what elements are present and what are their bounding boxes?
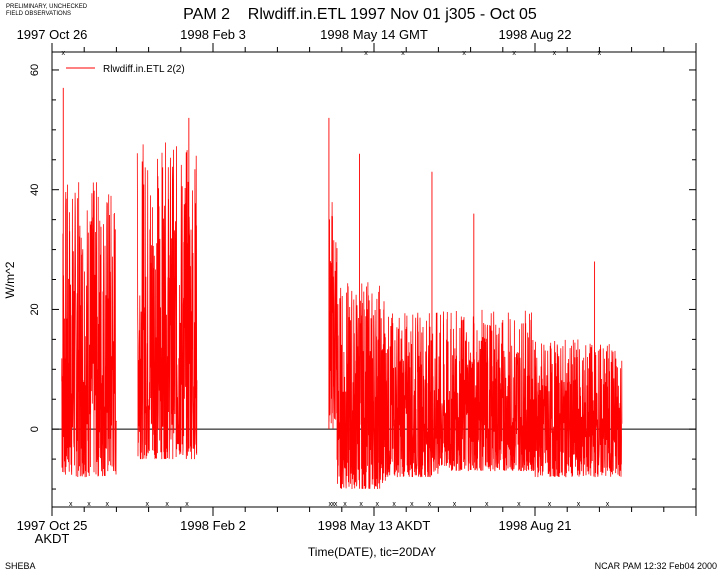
bottom-timezone: AKDT bbox=[35, 531, 70, 546]
bottom-tick-labels: 1997 Oct 25 1998 Feb 2 1998 May 13 AKDT 199… bbox=[17, 518, 572, 533]
out-of-range-marker: x bbox=[343, 501, 347, 508]
y-tick-label: 60 bbox=[29, 64, 41, 76]
top-tick-label: 1998 Aug 22 bbox=[498, 27, 571, 42]
axis-ticks bbox=[51, 43, 697, 516]
legend: Rlwdiff.in.ETL 2(2) bbox=[66, 64, 185, 75]
out-of-range-marker: x bbox=[69, 501, 73, 508]
out-of-range-marker: x bbox=[553, 50, 557, 57]
out-of-range-marker: x bbox=[375, 501, 379, 508]
out-of-range-marker: x bbox=[453, 501, 457, 508]
out-of-range-marker: x bbox=[606, 501, 610, 508]
x-axis-label: Time(DATE), tic=20DAY bbox=[308, 545, 436, 559]
y-tick-label: 0 bbox=[29, 426, 41, 432]
out-of-range-marker: x bbox=[577, 501, 581, 508]
out-of-range-marker: x bbox=[185, 501, 189, 508]
disclaimer-line1: PRELIMINARY, UNCHECKED bbox=[6, 4, 88, 10]
y-tick-label: 40 bbox=[29, 184, 41, 196]
y-axis-label: W/m^2 bbox=[3, 261, 17, 298]
top-tick-label: 1998 May 14 GMT bbox=[320, 27, 428, 42]
edge-markers: x x x x x x x x x x x x x x x x x x x x xx x x x x x x bbox=[62, 50, 610, 508]
out-of-range-marker: x bbox=[548, 501, 552, 508]
y-tick-label: 20 bbox=[29, 303, 41, 315]
footer-credit: NCAR PAM 12:32 Feb04 2000 bbox=[595, 561, 717, 571]
top-tick-labels: 1997 Oct 26 1998 Feb 3 1998 May 14 GMT 1998… bbox=[17, 27, 572, 42]
out-of-range-marker: x bbox=[401, 50, 405, 57]
out-of-range-marker: x bbox=[517, 501, 521, 508]
bottom-tick-label: 1998 Feb 2 bbox=[180, 518, 246, 533]
bottom-tick-label: 1998 Aug 21 bbox=[498, 518, 571, 533]
out-of-range-marker: x bbox=[329, 501, 333, 508]
bottom-tick-label: 1997 Oct 25 bbox=[17, 518, 88, 533]
out-of-range-marker: x bbox=[598, 50, 602, 57]
footer-project: SHEBA bbox=[5, 561, 36, 571]
top-tick-label: 1997 Oct 26 bbox=[17, 27, 88, 42]
bottom-tick-label: 1998 May 13 AKDT bbox=[318, 518, 431, 533]
out-of-range-marker: x bbox=[512, 50, 516, 57]
out-of-range-marker: x bbox=[62, 50, 66, 57]
out-of-range-marker: x bbox=[331, 501, 335, 508]
out-of-range-marker: x bbox=[359, 501, 363, 508]
out-of-range-marker: x bbox=[428, 501, 432, 508]
out-of-range-marker: x bbox=[392, 501, 396, 508]
legend-label: Rlwdiff.in.ETL 2(2) bbox=[103, 64, 185, 75]
out-of-range-marker: x bbox=[87, 501, 91, 508]
disclaimer-line2: FIELD OBSERVATIONS bbox=[6, 11, 71, 17]
out-of-range-marker: x bbox=[146, 501, 150, 508]
out-of-range-marker: x bbox=[485, 501, 489, 508]
out-of-range-marker: x bbox=[462, 50, 466, 57]
out-of-range-marker: x bbox=[364, 50, 368, 57]
series-peaks bbox=[62, 87, 596, 430]
chart-title: PAM 2 Rlwdiff.in.ETL 1997 Nov 01 j305 - … bbox=[183, 6, 537, 23]
y-tick-labels: 0 20 40 60 bbox=[29, 64, 41, 432]
out-of-range-marker: x bbox=[106, 501, 110, 508]
out-of-range-marker: x bbox=[334, 501, 338, 508]
series-line bbox=[61, 142, 623, 490]
top-tick-label: 1998 Feb 3 bbox=[180, 27, 246, 42]
out-of-range-marker: x bbox=[410, 501, 414, 508]
out-of-range-marker: x bbox=[165, 501, 169, 508]
